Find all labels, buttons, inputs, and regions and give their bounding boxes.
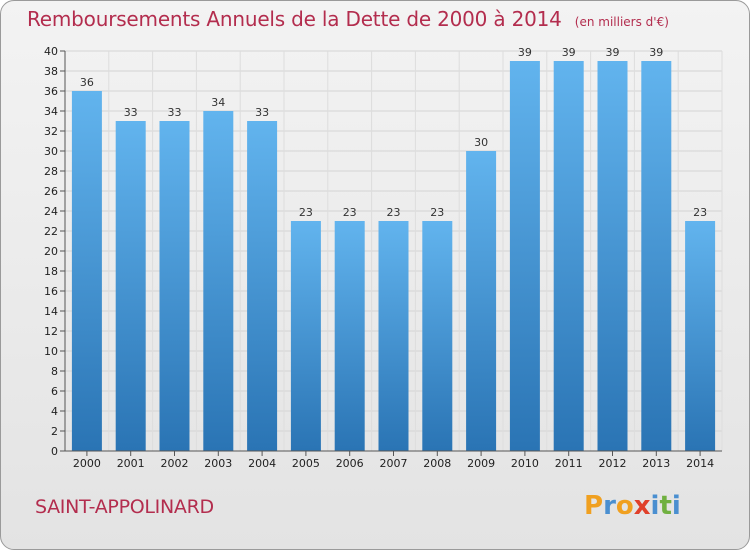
logo-letter: x xyxy=(633,491,651,521)
y-tick-label: 0 xyxy=(51,445,58,458)
bar-2001 xyxy=(115,121,146,451)
x-tick-label: 2010 xyxy=(511,457,539,470)
y-tick-label: 34 xyxy=(44,105,58,118)
data-label: 23 xyxy=(299,206,313,219)
bar-2013 xyxy=(641,61,672,451)
y-tick-label: 4 xyxy=(51,405,58,418)
chart-title: Remboursements Annuels de la Dette de 20… xyxy=(27,7,562,31)
bar-2008 xyxy=(422,221,453,451)
y-tick-label: 38 xyxy=(44,65,58,78)
y-tick-label: 8 xyxy=(51,365,58,378)
y-tick-label: 26 xyxy=(44,185,58,198)
city-name: SAINT-APPOLINARD xyxy=(35,496,214,518)
proxiti-logo[interactable]: Proxiti xyxy=(584,491,681,521)
x-tick-label: 2009 xyxy=(467,457,495,470)
logo-letter: o xyxy=(615,491,634,521)
y-tick-label: 18 xyxy=(44,265,58,278)
data-label: 23 xyxy=(430,206,444,219)
logo-letter: r xyxy=(603,491,616,521)
y-tick-label: 16 xyxy=(44,285,58,298)
y-tick-label: 30 xyxy=(44,145,58,158)
data-label: 39 xyxy=(518,46,532,59)
bar-2003 xyxy=(203,111,234,451)
bar-2002 xyxy=(159,121,190,451)
x-tick-label: 2004 xyxy=(248,457,276,470)
chart-title-block: Remboursements Annuels de la Dette de 20… xyxy=(27,7,669,31)
data-label: 23 xyxy=(343,206,357,219)
axes: 0246810121416182022242628303234363840200… xyxy=(44,45,722,470)
bar-2005 xyxy=(290,221,321,451)
bar-2004 xyxy=(247,121,278,451)
y-tick-label: 2 xyxy=(51,425,58,438)
bar-2000 xyxy=(71,91,102,451)
logo-letter: i xyxy=(671,491,681,521)
logo-letter: P xyxy=(584,491,604,521)
bar-2009 xyxy=(466,151,497,451)
y-tick-label: 24 xyxy=(44,205,58,218)
data-label: 34 xyxy=(211,96,225,109)
data-label: 30 xyxy=(474,136,488,149)
x-tick-label: 2001 xyxy=(117,457,145,470)
x-tick-label: 2003 xyxy=(204,457,232,470)
bar-2010 xyxy=(509,61,540,451)
data-label: 23 xyxy=(693,206,707,219)
x-tick-label: 2000 xyxy=(73,457,101,470)
data-label: 39 xyxy=(649,46,663,59)
data-label: 39 xyxy=(562,46,576,59)
logo-letter: i xyxy=(650,491,660,521)
x-tick-label: 2014 xyxy=(686,457,714,470)
x-tick-label: 2012 xyxy=(599,457,627,470)
data-label: 23 xyxy=(387,206,401,219)
chart-subtitle: (en milliers d'€) xyxy=(574,15,669,29)
data-labels: 36 33 33 34 33 23 23 23 23 30 39 39 39 39 23 xyxy=(80,46,707,219)
x-tick-label: 2008 xyxy=(423,457,451,470)
bar-2007 xyxy=(378,221,409,451)
y-tick-label: 36 xyxy=(44,85,58,98)
data-label: 39 xyxy=(606,46,620,59)
bar-2011 xyxy=(553,61,584,451)
x-tick-label: 2013 xyxy=(642,457,670,470)
y-tick-label: 40 xyxy=(44,45,58,58)
bar-2006 xyxy=(334,221,365,451)
data-label: 33 xyxy=(124,106,138,119)
x-tick-label: 2006 xyxy=(336,457,364,470)
x-tick-label: 2007 xyxy=(380,457,408,470)
x-tick-label: 2005 xyxy=(292,457,320,470)
y-tick-label: 32 xyxy=(44,125,58,138)
bar-2014 xyxy=(685,221,716,451)
y-tick-label: 14 xyxy=(44,305,58,318)
y-tick-label: 22 xyxy=(44,225,58,238)
y-tick-label: 12 xyxy=(44,325,58,338)
data-label: 36 xyxy=(80,76,94,89)
y-tick-label: 20 xyxy=(44,245,58,258)
bar-series xyxy=(71,61,716,451)
data-label: 33 xyxy=(168,106,182,119)
bar-2012 xyxy=(597,61,628,451)
y-tick-label: 28 xyxy=(44,165,58,178)
y-tick-label: 6 xyxy=(51,385,58,398)
data-label: 33 xyxy=(255,106,269,119)
logo-letter: t xyxy=(659,491,672,521)
x-tick-label: 2011 xyxy=(555,457,583,470)
y-tick-label: 10 xyxy=(44,345,58,358)
x-tick-label: 2002 xyxy=(161,457,189,470)
